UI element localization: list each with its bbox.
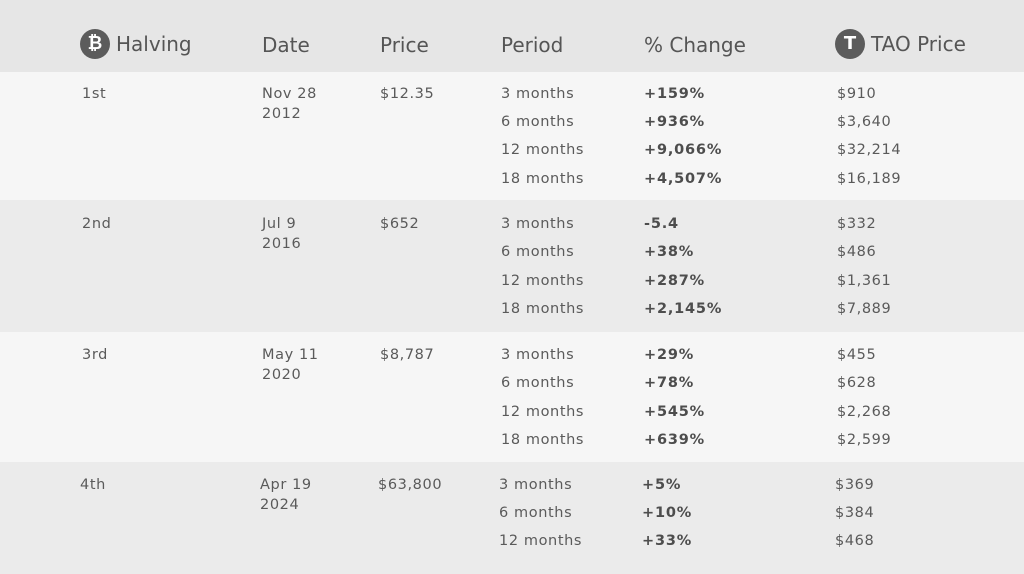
period-cell: 18 months xyxy=(501,171,585,187)
period-cell: 12 months xyxy=(501,273,585,289)
halving-date-line2: 2020 xyxy=(262,367,302,383)
halving-date: May 11 2020 xyxy=(262,345,319,385)
change-cell: +29% xyxy=(644,347,695,363)
period-cell: 6 months xyxy=(501,375,575,391)
halving-date-line1: Jul 9 xyxy=(262,216,297,232)
halving-date-line1: Apr 19 xyxy=(260,477,312,493)
period-cell: 6 months xyxy=(501,244,575,260)
change-cell: +936% xyxy=(644,114,705,130)
header-change: % Change xyxy=(644,33,746,57)
period-cell: 18 months xyxy=(501,432,585,448)
halving-date: Apr 19 2024 xyxy=(260,475,312,515)
period-cell: 3 months xyxy=(501,86,575,102)
period-cell: 3 months xyxy=(501,216,575,232)
table-header: ₿ Halving Date Price Period % Change T T… xyxy=(0,0,1024,72)
tao-price-cell: $2,268 xyxy=(837,404,892,420)
halving-group-1: 1st Nov 28 2012 $12.35 3 months +159% $9… xyxy=(0,72,1024,200)
header-tao-price: T TAO Price xyxy=(835,29,966,59)
halving-date-line1: May 11 xyxy=(262,347,319,363)
period-cell: 3 months xyxy=(501,347,575,363)
tao-price-cell: $384 xyxy=(835,505,875,521)
tao-price-cell: $7,889 xyxy=(837,301,892,317)
change-cell: +2,145% xyxy=(644,301,723,317)
period-cell: 18 months xyxy=(501,301,585,317)
change-cell: +78% xyxy=(644,375,695,391)
period-cell: 12 months xyxy=(499,533,583,549)
header-price: Price xyxy=(380,33,429,57)
halving-price: $652 xyxy=(380,216,420,232)
change-cell: +9,066% xyxy=(644,142,723,158)
change-cell: +4,507% xyxy=(644,171,723,187)
header-date: Date xyxy=(262,33,310,57)
tao-price-cell: $628 xyxy=(837,375,877,391)
period-cell: 12 months xyxy=(501,404,585,420)
tao-price-cell: $2,599 xyxy=(837,432,892,448)
halving-label: 3rd xyxy=(82,347,108,363)
tao-price-cell: $910 xyxy=(837,86,877,102)
tao-price-cell: $486 xyxy=(837,244,877,260)
header-tao-price-label: TAO Price xyxy=(871,32,966,56)
halving-date-line2: 2012 xyxy=(262,106,302,122)
change-cell: +5% xyxy=(642,477,682,493)
change-cell: +545% xyxy=(644,404,705,420)
halving-price: $12.35 xyxy=(380,86,435,102)
change-cell: +10% xyxy=(642,505,693,521)
halving-group-3: 3rd May 11 2020 $8,787 3 months +29% $45… xyxy=(0,332,1024,462)
halving-date-line2: 2016 xyxy=(262,236,302,252)
bitcoin-icon: ₿ xyxy=(80,29,110,59)
tao-price-cell: $3,640 xyxy=(837,114,892,130)
halving-label: 1st xyxy=(82,86,107,102)
halving-price: $63,800 xyxy=(378,477,443,493)
change-cell: +159% xyxy=(644,86,705,102)
change-cell: +639% xyxy=(644,432,705,448)
halving-date: Nov 28 2012 xyxy=(262,84,317,124)
tao-price-cell: $369 xyxy=(835,477,875,493)
halving-group-2: 2nd Jul 9 2016 $652 3 months -5.4 $332 6… xyxy=(0,200,1024,332)
period-cell: 6 months xyxy=(499,505,573,521)
tao-price-cell: $468 xyxy=(835,533,875,549)
tao-price-cell: $32,214 xyxy=(837,142,902,158)
tao-price-cell: $1,361 xyxy=(837,273,892,289)
halving-label: 4th xyxy=(80,477,106,493)
halving-date-line2: 2024 xyxy=(260,497,300,513)
halving-label: 2nd xyxy=(82,216,112,232)
change-cell: -5.4 xyxy=(644,216,679,232)
change-cell: +33% xyxy=(642,533,693,549)
header-period: Period xyxy=(501,33,564,57)
tao-price-cell: $332 xyxy=(837,216,877,232)
period-cell: 6 months xyxy=(501,114,575,130)
halving-price: $8,787 xyxy=(380,347,435,363)
tao-price-cell: $455 xyxy=(837,347,877,363)
period-cell: 3 months xyxy=(499,477,573,493)
period-cell: 12 months xyxy=(501,142,585,158)
header-halving-label: Halving xyxy=(116,32,192,56)
halving-date: Jul 9 2016 xyxy=(262,214,301,254)
tao-price-cell: $16,189 xyxy=(837,171,902,187)
tao-icon: T xyxy=(835,29,865,59)
header-halving: ₿ Halving xyxy=(80,29,192,59)
change-cell: +38% xyxy=(644,244,695,260)
halving-date-line1: Nov 28 xyxy=(262,86,317,102)
change-cell: +287% xyxy=(644,273,705,289)
halving-group-4: 4th Apr 19 2024 $63,800 3 months +5% $36… xyxy=(0,462,1024,574)
